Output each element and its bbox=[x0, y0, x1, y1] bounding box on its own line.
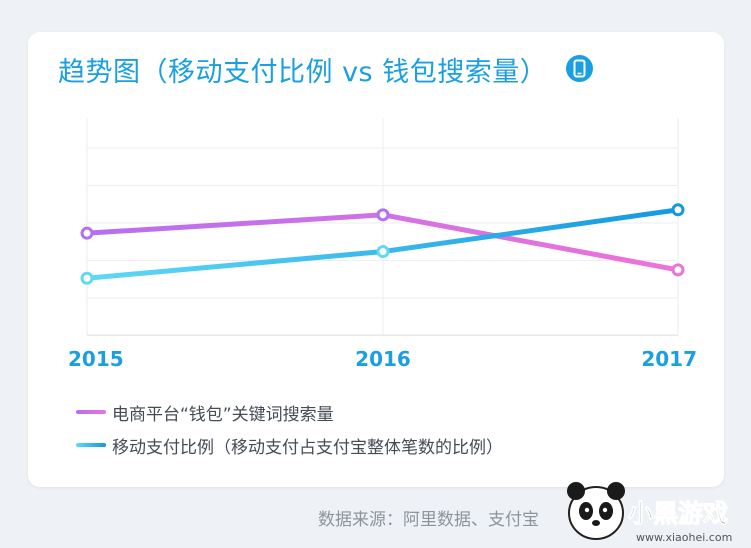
series-2-point-2016 bbox=[376, 245, 390, 259]
legend-label-mobile-pay-ratio: 移动支付比例（移动支付占支付宝整体笔数的比例） bbox=[112, 437, 503, 458]
legend-swatch-mobile-pay-ratio bbox=[76, 443, 106, 447]
x-tick-label-2017: 2017 bbox=[641, 347, 697, 371]
chart-title: 趋势图（移动支付比例 vs 钱包搜索量） bbox=[58, 57, 548, 88]
legend-swatch-wallet-search bbox=[76, 410, 106, 414]
xiaohei-watermark: 小黑游戏 www.xiaohei.com bbox=[567, 482, 732, 544]
series-2-point-2017 bbox=[671, 203, 685, 217]
series-1-point-2017 bbox=[671, 263, 685, 277]
legend-item-wallet-search: 电商平台“钱包”关键词搜索量 bbox=[76, 401, 334, 425]
x-tick-label-2016: 2016 bbox=[355, 347, 411, 371]
x-tick-label-2015: 2015 bbox=[68, 347, 124, 371]
legend-item-mobile-pay-ratio: 移动支付比例（移动支付占支付宝整体笔数的比例） bbox=[76, 434, 503, 458]
data-source-note: 数据来源：阿里数据、支付宝 bbox=[318, 510, 539, 530]
watermark-url: www.xiaohei.com bbox=[636, 531, 732, 544]
watermark-brand: 小黑游戏 bbox=[628, 499, 728, 528]
legend-label-wallet-search: 电商平台“钱包”关键词搜索量 bbox=[112, 404, 334, 425]
series-2-point-2015 bbox=[80, 271, 94, 285]
chart-card bbox=[28, 32, 724, 487]
phone-icon bbox=[566, 55, 593, 82]
series-1-point-2015 bbox=[80, 226, 94, 240]
series-1-point-2016 bbox=[376, 208, 390, 222]
